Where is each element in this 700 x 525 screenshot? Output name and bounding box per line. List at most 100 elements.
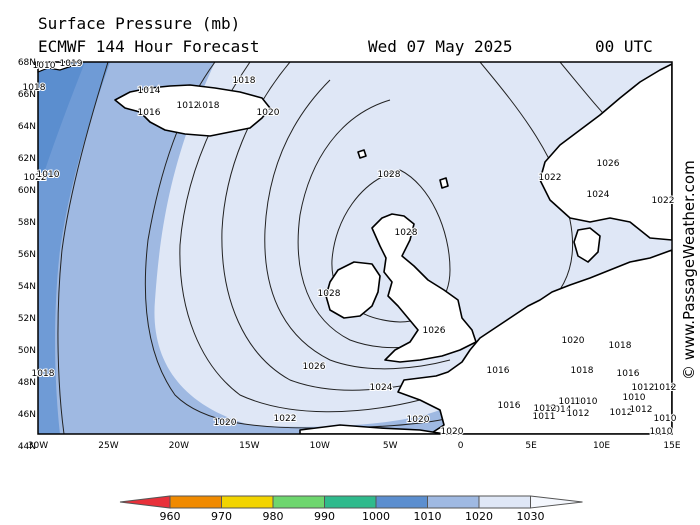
iberia-shape (299, 424, 446, 434)
isobar-label: 1010 (623, 393, 646, 403)
isobar-label: 1010 (650, 427, 673, 437)
longitude-label: 30W (28, 441, 48, 451)
model-label: ECMWF 144 Hour Forecast (38, 37, 260, 56)
isobar-label: 1016 (617, 369, 640, 379)
isobar-label: 1020 (407, 415, 430, 425)
isobar-label: 1028 (318, 289, 341, 299)
isobar-labels: 1028 1028 1028 1026 1026 1026 1024 1024 1022 1022… (0, 0, 678, 438)
longitude-label: 0 (458, 441, 464, 451)
faroe-islands-shape (357, 149, 367, 159)
isobar-label: 1012 (654, 383, 677, 393)
latitude-label: 50N (18, 346, 36, 356)
latitude-label: 46N (18, 410, 36, 420)
longitude-labels: 30W 25W 20W 15W 10W 5W 0 5E 10E 15E (28, 441, 681, 451)
latitude-label: 52N (18, 314, 36, 324)
isobar-label: 1018 (23, 83, 46, 93)
colorbar-tick-label: 1030 (517, 510, 545, 523)
isobar-label: 1016 (138, 108, 161, 118)
isobar-label: 1020 (562, 336, 585, 346)
longitude-label: 15W (239, 441, 259, 451)
isobar-label: 1018 (571, 366, 594, 376)
isobar-label: 1026 (423, 326, 446, 336)
colorbar-tick-label: 1010 (414, 510, 442, 523)
latitude-label: 66N (18, 90, 36, 100)
colorbar-tick-label: 1000 (362, 510, 390, 523)
isobar-label: 1010 (654, 414, 677, 424)
latitude-label: 68N (18, 58, 36, 68)
colorbar-segment (221, 495, 274, 509)
colorbar-tick-label: 990 (314, 510, 335, 523)
ireland-shape (325, 261, 381, 319)
isobar-label: 1026 (597, 159, 620, 169)
denmark-shape (573, 227, 601, 263)
isobar-label: 1018 (233, 76, 256, 86)
isobar-label: 1012 (632, 383, 655, 393)
isobar-label: 1014 (138, 86, 161, 96)
longitude-label: 10E (593, 441, 610, 451)
colorbar-segment (324, 495, 377, 509)
scandinavia-shape (539, 63, 672, 241)
isobar-label: 1018 (197, 101, 220, 111)
colorbar-low-arrow (119, 495, 171, 509)
latitude-label: 60N (18, 186, 36, 196)
longitude-label: 5E (525, 441, 537, 451)
isobar-label: 1018 (609, 341, 632, 351)
longitude-label: 10W (310, 441, 330, 451)
isobar-label: 1018 (32, 369, 55, 379)
isobar-label: 1011 (559, 397, 582, 407)
latitude-label: 54N (18, 282, 36, 292)
isobar-label: 1012 (630, 405, 653, 415)
longitude-label: 25W (98, 441, 118, 451)
longitude-label: 20W (169, 441, 189, 451)
colorbar-segment (375, 495, 428, 509)
iceland-shape (114, 84, 271, 137)
latitude-label: 58N (18, 218, 36, 228)
isobar-label: 1008 (0, 0, 12, 3)
longitude-label: 5W (383, 441, 398, 451)
isobar-label: 1011 (533, 412, 556, 422)
isobar-label: 1010 (575, 397, 598, 407)
colorbar-segment (478, 495, 531, 509)
latitude-labels: 68N 66N 64N 62N 60N 58N 56N 54N 52N 50N 48N 46N 44N (18, 58, 36, 452)
isobar-label: 1006 (0, 0, 12, 3)
isobar-label: 1024 (587, 190, 610, 200)
colorbar-tick-label: 970 (211, 510, 232, 523)
valid-time: 00 UTC (595, 37, 653, 56)
isobar-label: 1019 (60, 59, 83, 69)
great-britain-shape (371, 213, 477, 363)
isobar-label: 1012 (567, 409, 590, 419)
map-frame (37, 61, 673, 435)
colorbar-segment (427, 495, 480, 509)
isobar-label: 1020 (214, 418, 237, 428)
isobar-label: 1016 (487, 366, 510, 376)
isobar-label: 1022 (24, 173, 47, 183)
isobar-label: 1026 (303, 362, 326, 372)
europe-shape (397, 249, 672, 434)
colorbar-high-arrow (530, 495, 583, 509)
latitude-label: 44N (18, 442, 36, 452)
latitude-label: 56N (18, 250, 36, 260)
colorbar-tick-label: 980 (263, 510, 284, 523)
isobar-label: 1012 (534, 404, 557, 414)
colorbar-tick-label: 1020 (465, 510, 493, 523)
shetland-shape (439, 177, 449, 189)
isobar-label: 1022 (274, 414, 297, 424)
colorbar-segment (169, 495, 222, 509)
isobar-label: 1020 (441, 427, 464, 437)
latitude-label: 64N (18, 122, 36, 132)
isobar-label: 1010 (37, 170, 60, 180)
landmass (114, 63, 672, 434)
latitude-label: 48N (18, 378, 36, 388)
colorbar-segment (272, 495, 325, 509)
isobar-label: 1028 (395, 228, 418, 238)
valid-date: Wed 07 May 2025 (368, 37, 513, 56)
longitude-label: 15E (663, 441, 680, 451)
isobar-label: 1022 (652, 196, 675, 206)
isobar-label: 1014 (549, 405, 572, 415)
isobar-label: 1024 (370, 383, 393, 393)
isobar-label: 1012 (177, 101, 200, 111)
chart-title: Surface Pressure (mb) (38, 14, 241, 33)
isobar-label: 1020 (257, 108, 280, 118)
